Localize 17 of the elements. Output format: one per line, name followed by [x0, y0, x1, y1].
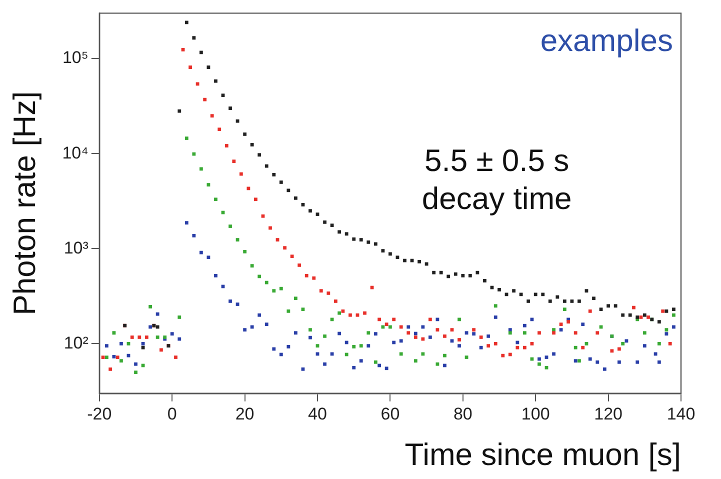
- x-tick-label: 40: [308, 404, 327, 424]
- x-tick-label: 120: [594, 404, 622, 424]
- x-tick-label: 80: [453, 404, 472, 424]
- x-tick-label: 100: [521, 404, 550, 424]
- y-tick-label: 10⁴: [62, 143, 88, 162]
- x-tick-label: 60: [380, 404, 400, 424]
- y-tick-label: 10²: [64, 333, 89, 352]
- x-tick-label: 140: [666, 404, 696, 424]
- y-tick-label: 10⁵: [62, 48, 88, 68]
- annotation: 5.5 ± 0.5 s decay time: [420, 142, 573, 217]
- annotation: examples: [540, 23, 673, 60]
- y-tick-label: 10³: [64, 238, 89, 258]
- x-axis-title: Time since muon [s]: [404, 436, 681, 472]
- y-axis-title: Photon rate [Hz]: [7, 91, 42, 316]
- x-tick-label: 0: [167, 404, 177, 424]
- x-tick-label: 20: [235, 404, 254, 424]
- x-tick-label: -20: [87, 404, 112, 424]
